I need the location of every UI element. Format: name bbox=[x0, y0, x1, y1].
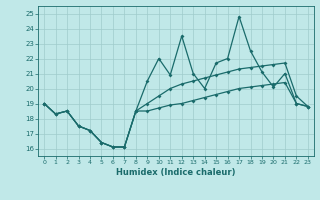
X-axis label: Humidex (Indice chaleur): Humidex (Indice chaleur) bbox=[116, 168, 236, 177]
